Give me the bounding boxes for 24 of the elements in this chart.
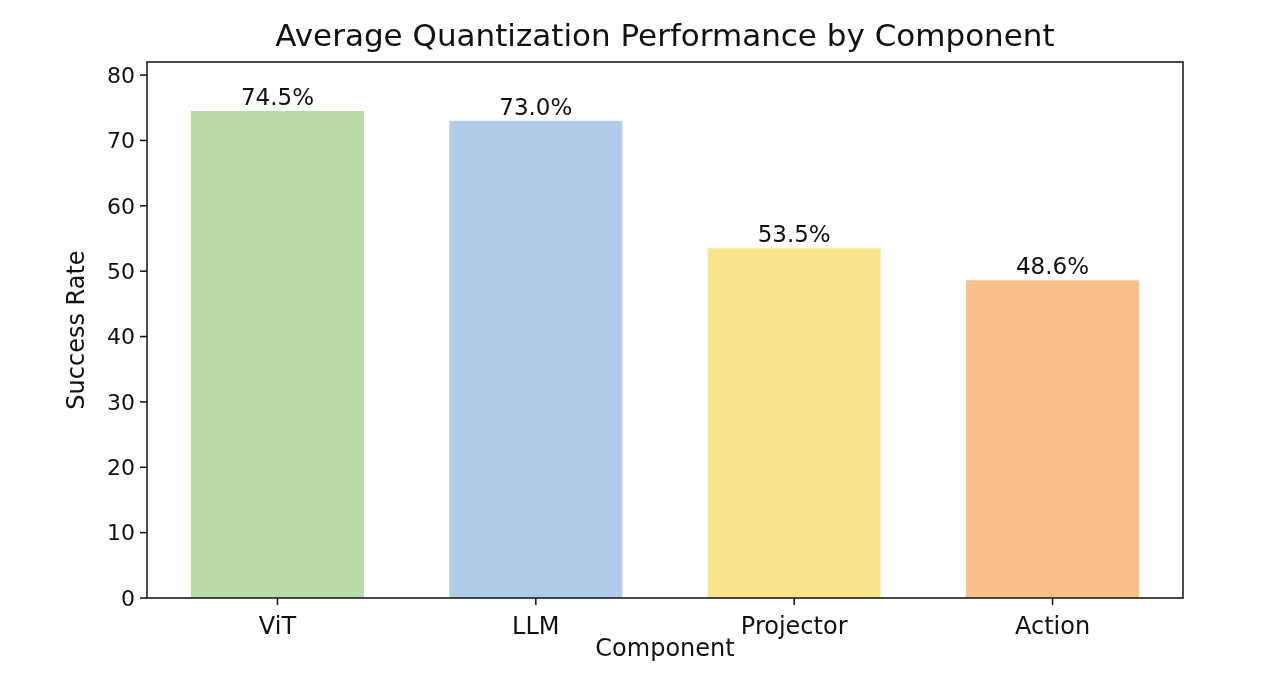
bar (707, 248, 881, 598)
chart-title: Average Quantization Performance by Component (275, 17, 1055, 53)
bar (449, 120, 623, 598)
y-axis-title: Success Rate (62, 250, 90, 410)
y-tick-label: 0 (121, 585, 135, 611)
y-tick-label: 60 (107, 193, 135, 219)
x-tick-label: LLM (512, 612, 560, 640)
y-tick-label: 50 (107, 258, 135, 284)
bar (190, 111, 365, 598)
data-label: 73.0% (499, 93, 573, 120)
y-tick-label: 70 (107, 128, 135, 154)
x-tick-label: ViT (258, 612, 297, 640)
y-tick-label: 30 (107, 389, 135, 415)
data-label: 74.5% (240, 84, 315, 111)
x-axis-title: Component (595, 634, 735, 662)
y-tick-label: 10 (107, 520, 135, 546)
x-tick-label: Action (1014, 612, 1091, 640)
y-tick-label: 80 (107, 62, 135, 88)
data-label: 48.6% (1015, 253, 1090, 280)
y-tick-label: 40 (107, 324, 135, 350)
bar (965, 280, 1140, 598)
data-label: 53.5% (757, 221, 831, 248)
x-tick-label: Projector (740, 612, 848, 640)
y-tick-label: 20 (107, 454, 135, 480)
